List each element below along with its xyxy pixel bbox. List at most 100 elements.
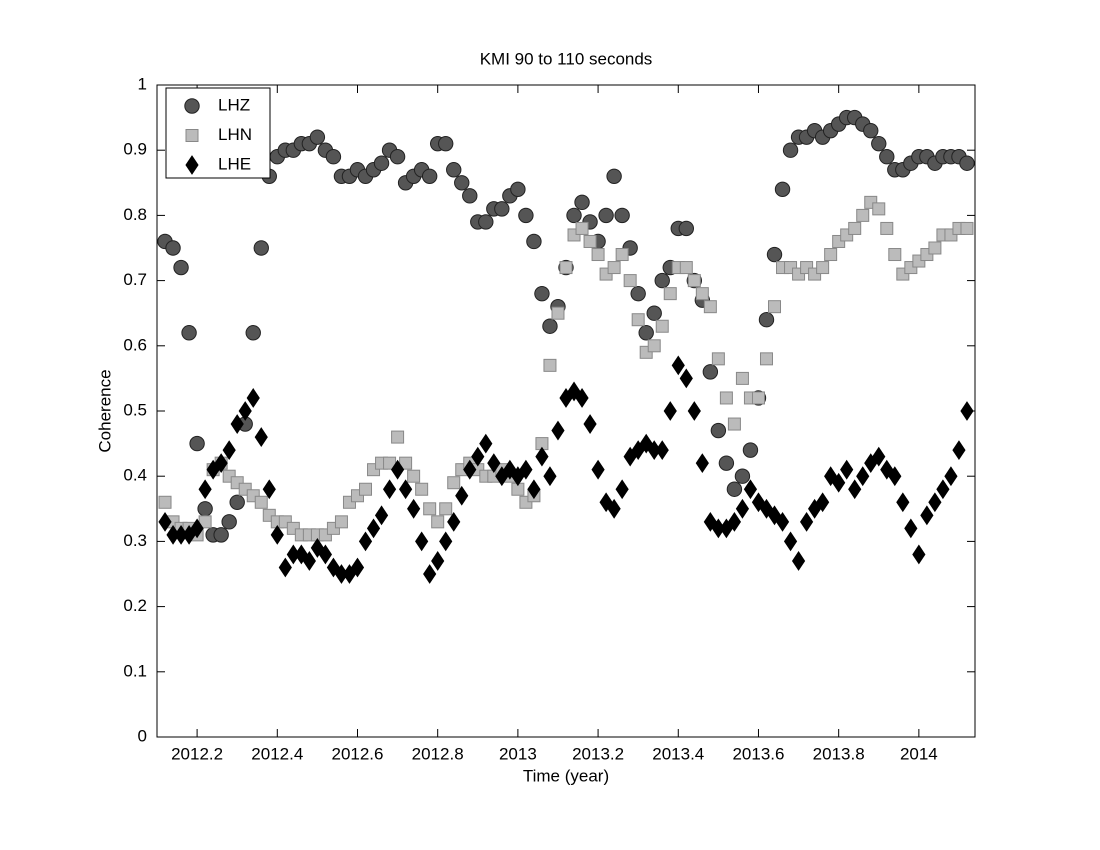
point <box>646 305 662 321</box>
point <box>783 531 798 552</box>
point <box>447 511 461 532</box>
point <box>165 240 181 256</box>
point <box>325 149 342 165</box>
legend: LHZ LHN LHE <box>165 87 271 179</box>
point <box>158 511 172 532</box>
point <box>230 414 244 434</box>
point <box>944 466 958 487</box>
point <box>630 285 646 302</box>
point <box>614 207 630 224</box>
point <box>663 287 677 301</box>
point <box>366 518 381 539</box>
point <box>421 168 438 184</box>
point <box>309 129 326 145</box>
point <box>270 524 284 545</box>
point <box>638 325 654 341</box>
point <box>526 233 542 250</box>
y-tick-label: 0.3 <box>123 531 147 550</box>
point <box>655 440 669 461</box>
point <box>615 479 629 500</box>
point <box>631 313 645 327</box>
point <box>799 511 814 532</box>
point <box>542 318 558 334</box>
point <box>254 427 268 447</box>
point <box>181 325 197 341</box>
point <box>253 240 269 256</box>
point <box>734 468 751 484</box>
point <box>871 135 887 152</box>
point <box>591 248 605 262</box>
point <box>607 261 621 275</box>
point <box>447 476 461 490</box>
point <box>583 234 597 248</box>
point <box>158 495 172 509</box>
point <box>719 391 733 405</box>
point <box>863 122 879 139</box>
point <box>880 221 894 235</box>
point <box>197 501 213 517</box>
y-tick-label: 0.8 <box>123 205 147 224</box>
point <box>487 453 501 474</box>
point <box>551 306 565 320</box>
x-tick-label: 2012.2 <box>171 744 223 763</box>
point <box>848 221 862 235</box>
point <box>431 551 445 571</box>
y-tick-label: 0.7 <box>123 270 147 289</box>
point <box>438 135 454 152</box>
x-axis-label: Time (year) <box>523 766 609 785</box>
point <box>727 511 742 532</box>
point <box>559 261 573 275</box>
point <box>407 469 421 483</box>
point <box>766 246 783 263</box>
point <box>439 502 453 516</box>
point <box>695 287 709 301</box>
point <box>462 188 478 204</box>
point <box>390 459 405 480</box>
point <box>872 202 886 216</box>
point <box>687 401 701 421</box>
point <box>471 446 485 467</box>
point <box>350 557 365 578</box>
point <box>775 511 790 532</box>
point <box>751 391 765 405</box>
point <box>446 162 462 178</box>
point <box>510 181 526 198</box>
point <box>318 544 333 565</box>
point <box>359 482 373 496</box>
point <box>439 531 453 552</box>
point <box>527 479 541 500</box>
point <box>888 466 902 487</box>
point <box>221 514 237 530</box>
x-tick-label: 2013.6 <box>732 744 784 763</box>
point <box>575 221 589 235</box>
point <box>173 259 189 276</box>
point <box>856 208 870 222</box>
point <box>222 440 236 461</box>
point <box>774 181 791 198</box>
point <box>791 551 806 571</box>
point <box>463 459 477 480</box>
x-tick-label: 2013 <box>499 744 537 763</box>
point <box>703 300 717 314</box>
point <box>904 518 918 539</box>
point <box>415 531 429 552</box>
point <box>647 339 661 353</box>
point <box>695 453 709 474</box>
y-tick-label: 1 <box>138 74 147 93</box>
point <box>718 455 735 471</box>
point <box>391 430 405 444</box>
point <box>735 498 750 519</box>
point <box>399 479 413 500</box>
x-tick-label: 2013.4 <box>652 744 704 763</box>
point <box>479 433 493 454</box>
y-tick-label: 0.5 <box>123 400 147 419</box>
point <box>816 492 830 513</box>
point <box>598 207 614 224</box>
point <box>431 515 445 529</box>
x-tick-label: 2012.4 <box>251 744 303 763</box>
point <box>415 482 429 496</box>
point <box>607 498 621 519</box>
point <box>358 531 373 552</box>
point <box>742 442 759 458</box>
